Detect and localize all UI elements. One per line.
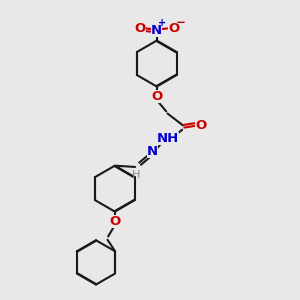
Text: −: −: [175, 16, 185, 29]
Text: N: N: [151, 24, 162, 37]
Text: O: O: [168, 22, 179, 34]
Text: H: H: [131, 170, 140, 180]
Text: O: O: [109, 215, 121, 228]
Text: NH: NH: [156, 132, 179, 146]
Text: O: O: [134, 22, 146, 34]
Text: +: +: [158, 18, 166, 28]
Text: O: O: [151, 90, 162, 103]
Text: N: N: [147, 146, 158, 158]
Text: O: O: [195, 119, 207, 132]
